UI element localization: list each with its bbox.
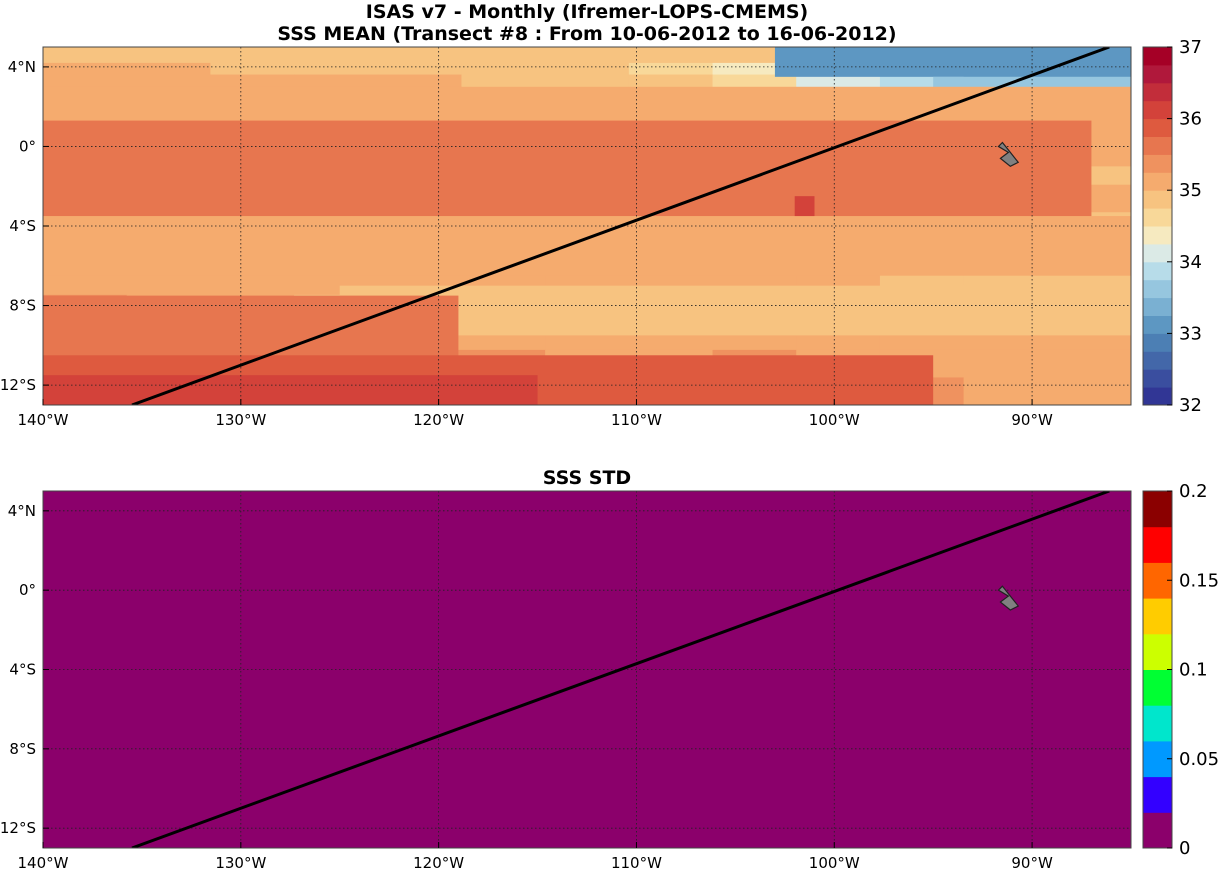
colorbar-swatch [1143, 351, 1172, 370]
sss-region [43, 375, 538, 405]
colorbar-swatch [1143, 387, 1172, 406]
colorbar-swatch [1143, 705, 1172, 742]
lon-tick-label: 130°W [215, 411, 266, 429]
colorbar-swatch [1143, 154, 1172, 173]
colorbar-swatch [1143, 136, 1172, 155]
lon-tick-label: 90°W [1011, 854, 1053, 871]
sss-cell [1047, 377, 1131, 405]
transect-line [131, 47, 1110, 405]
colorbar-swatch [1143, 82, 1172, 102]
colorbar-swatch [1143, 243, 1172, 263]
colorbar-swatch [1143, 172, 1172, 191]
sss-cell [963, 349, 1048, 379]
figure-title-line2: SSS MEAN (Transect #8 : From 10-06-2012 … [277, 23, 897, 45]
figure-title-line1: ISAS v7 - Monthly (Ifremer-LOPS-CMEMS) [365, 1, 809, 23]
std-panel-title: SSS STD [542, 467, 632, 489]
colorbar-swatch [1143, 47, 1172, 66]
galapagos-island [997, 141, 1020, 168]
sss-region [43, 216, 1131, 276]
sss-region [339, 285, 1131, 336]
colorbar-swatch [1143, 100, 1172, 120]
sss-mean-map: 140°W 130°W 120°W 110°W 100°W 90°W 4°N 0° 4°S 8°S… [0, 46, 1132, 429]
colorbar-tick-label: 0 [1179, 838, 1190, 859]
colorbar-swatch [1143, 333, 1172, 352]
sss-cell [963, 377, 1048, 405]
colorbar-tick-label: 0.15 [1179, 570, 1219, 591]
lat-tick-label: 12°S [0, 819, 36, 837]
colorbar-swatch [1143, 118, 1172, 137]
lon-tick-label: 140°W [18, 411, 69, 429]
colorbar-swatch [1143, 315, 1172, 334]
lon-tick-label: 140°W [18, 854, 69, 871]
colorbar-swatch [1143, 261, 1172, 281]
colorbar-swatch [1143, 279, 1172, 299]
colorbar-swatch [1143, 598, 1172, 635]
colorbar-swatch [1143, 297, 1172, 316]
colorbar-swatch [1143, 64, 1172, 84]
colorbar-swatch [1143, 526, 1172, 563]
lat-tick-label: 8°S [9, 297, 36, 315]
colorbar-swatch [1143, 776, 1172, 813]
sss-std-colorbar: 0 0.05 0.1 0.15 0.2 [1142, 481, 1219, 859]
lon-tick-label: 100°W [809, 854, 860, 871]
colorbar-tick-label: 36 [1179, 109, 1202, 130]
lat-tick-label: 0° [19, 581, 36, 599]
transect-line [131, 491, 1110, 848]
colorbar-swatch [1143, 491, 1172, 528]
colorbar-tick-label: 35 [1179, 180, 1202, 201]
lon-tick-label: 120°W [413, 411, 464, 429]
lon-tick-label: 90°W [1011, 411, 1053, 429]
sss-region [794, 196, 815, 217]
lon-tick-label: 130°W [215, 854, 266, 871]
lat-tick-label: 4°S [9, 217, 36, 235]
colorbar-swatch [1143, 208, 1172, 227]
colorbar-tick-label: 33 [1179, 323, 1202, 344]
lat-tick-label: 4°N [8, 502, 36, 520]
lat-tick-label: 4°S [9, 661, 36, 679]
colorbar-tick-label: 37 [1179, 37, 1202, 58]
sss-mean-colorbar: 32 33 34 35 36 37 [1142, 37, 1202, 416]
colorbar-frame [1142, 46, 1173, 406]
lon-tick-label: 100°W [809, 411, 860, 429]
lat-tick-label: 0° [19, 137, 36, 155]
galapagos-island [997, 585, 1020, 611]
lat-tick-label: 8°S [9, 740, 36, 758]
salinity-field [43, 47, 1131, 405]
sss-std-map: 140°W 130°W 120°W 110°W 100°W 90°W 4°N 0° 4°S 8°S… [0, 490, 1132, 871]
lon-tick-label: 110°W [611, 411, 662, 429]
colorbar-tick-label: 0.2 [1179, 481, 1208, 502]
lon-tick-label: 120°W [413, 854, 464, 871]
sss-cell [1047, 349, 1131, 379]
sss-region [774, 47, 1131, 77]
colorbar-tick-label: 34 [1179, 252, 1202, 273]
colorbar-swatch [1143, 226, 1172, 245]
lat-tick-label: 12°S [0, 376, 36, 394]
colorbar-tick-label: 32 [1179, 395, 1202, 416]
colorbar-swatch [1143, 190, 1172, 209]
colorbar-swatch [1143, 812, 1172, 849]
colorbar-tick-label: 0.1 [1179, 660, 1208, 681]
colorbar-swatch [1143, 633, 1172, 670]
lon-tick-label: 110°W [611, 854, 662, 871]
colorbar-swatch [1143, 669, 1172, 706]
colorbar-tick-label: 0.05 [1179, 749, 1219, 770]
colorbar-swatch [1143, 369, 1172, 388]
lat-tick-label: 4°N [8, 58, 36, 76]
